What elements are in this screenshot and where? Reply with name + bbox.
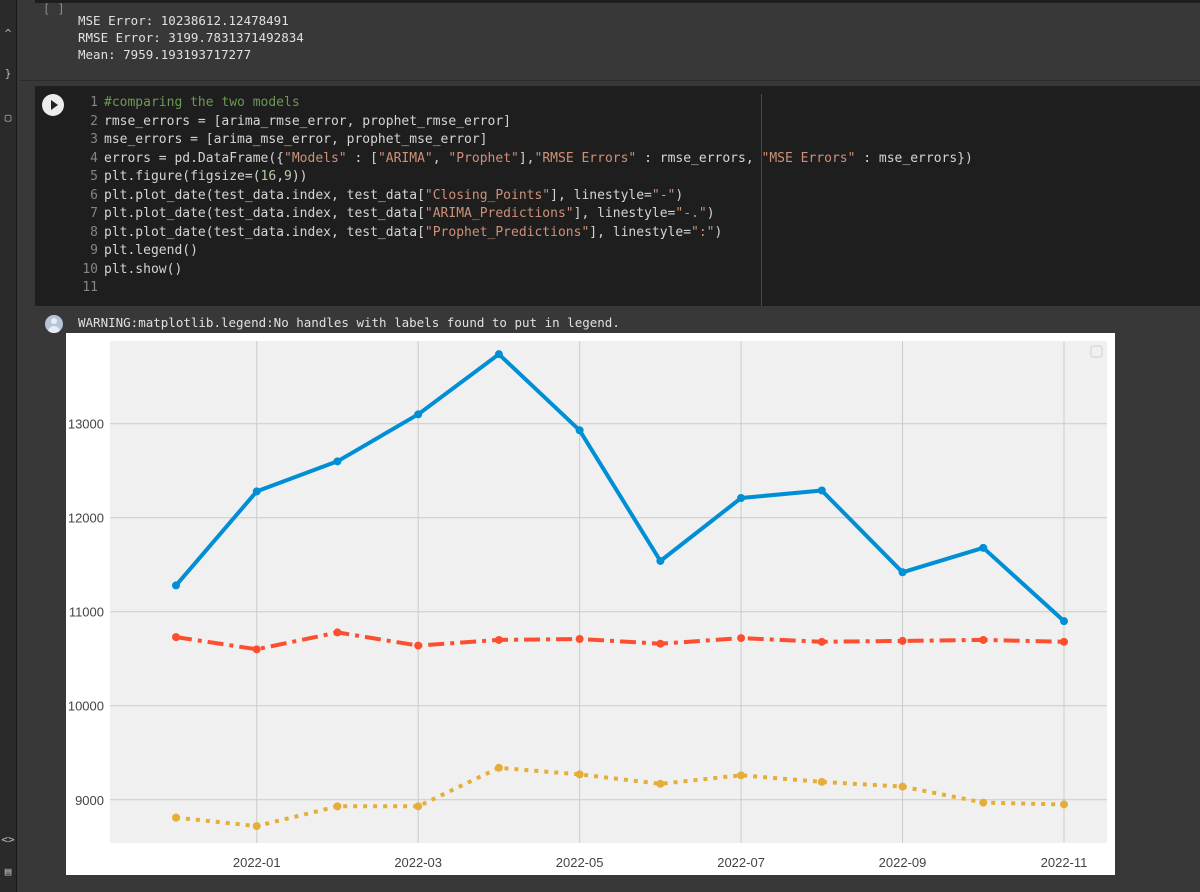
line-number: 9: [90, 243, 98, 258]
output-avatar-icon: [45, 315, 63, 333]
data-point: [737, 493, 746, 502]
code-line: plt.show(): [104, 261, 183, 277]
data-point: [414, 641, 423, 650]
y-tick-label: 9000: [75, 793, 104, 808]
terminal-icon[interactable]: <>: [1, 833, 15, 846]
data-point: [252, 645, 261, 654]
line-number: 6: [90, 187, 98, 203]
data-point: [979, 543, 988, 552]
previous-cell-output: MSE Error: 10238612.12478491 RMSE Error: …: [78, 12, 304, 63]
data-point: [979, 635, 988, 644]
editor-ruler: [761, 94, 762, 306]
data-point: [979, 798, 988, 807]
data-point: [817, 637, 826, 646]
cell-divider: [20, 80, 1200, 81]
cell-execution-count: [ ]: [43, 2, 65, 16]
line-number: 1: [90, 95, 98, 110]
data-point: [898, 782, 907, 791]
code-line: rmse_errors = [arima_rmse_error, prophet…: [104, 113, 511, 129]
code-line: mse_errors = [arima_mse_error, prophet_m…: [104, 132, 488, 147]
x-tick-label: 2022-07: [717, 855, 765, 870]
data-point: [414, 802, 423, 811]
data-point: [656, 779, 665, 788]
code-line: plt.legend(): [104, 243, 198, 258]
y-tick-label: 10000: [68, 699, 104, 714]
line-numbers: 1 2 3 4 5 6 7 8 9 10 11: [78, 94, 98, 298]
data-point: [575, 770, 584, 779]
series-line-arima-predictions: [175, 630, 1065, 652]
data-point: [252, 822, 261, 831]
line-number: 3: [90, 132, 98, 147]
data-point: [1060, 800, 1068, 809]
x-tick-label: 2022-03: [394, 855, 442, 870]
data-point: [898, 568, 907, 577]
line-chart: 2022-01 2022-03 2022-05 2022-07 2022-09 2022-…: [68, 341, 1107, 870]
code-line: plt.plot_date(test_data.index, test_data…: [104, 187, 684, 203]
data-point: [172, 633, 180, 642]
code-line: #comparing the two models: [104, 95, 300, 110]
line-number: 8: [90, 224, 98, 240]
output-line: MSE Error: 10238612.12478491: [78, 13, 289, 28]
data-point: [414, 410, 423, 419]
line-number: 7: [90, 206, 98, 221]
code-braces-icon[interactable]: }: [4, 67, 12, 80]
data-point: [656, 556, 665, 565]
data-point: [817, 486, 826, 495]
code-cell[interactable]: [35, 86, 1200, 306]
code-line: plt.plot_date(test_data.index, test_data…: [104, 224, 723, 240]
data-point: [1060, 617, 1068, 626]
warning-message: WARNING:matplotlib.legend:No handles wit…: [78, 315, 620, 330]
plot-area: [110, 341, 1107, 843]
line-number: 11: [82, 280, 98, 295]
data-point: [1060, 637, 1068, 646]
data-point: [494, 350, 503, 359]
play-icon: [50, 100, 58, 110]
output-line: Mean: 7959.193193717277: [78, 47, 252, 62]
data-point: [333, 802, 342, 811]
code-line: errors = pd.DataFrame({"Models" : ["ARIM…: [104, 150, 973, 166]
code-line: [104, 279, 973, 298]
data-point: [494, 635, 503, 644]
data-point: [333, 628, 342, 637]
data-point: [333, 457, 342, 466]
plot-output: 2022-01 2022-03 2022-05 2022-07 2022-09 2022-…: [66, 333, 1115, 875]
data-point: [172, 813, 180, 822]
data-point: [172, 581, 180, 590]
data-point: [575, 426, 584, 435]
output-line: RMSE Error: 3199.7831371492834: [78, 30, 304, 45]
left-sidebar: ^ } ▢ <> ▤: [0, 0, 17, 892]
code-line: plt.plot_date(test_data.index, test_data…: [104, 206, 715, 221]
x-tick-label: 2022-09: [879, 855, 927, 870]
data-point: [575, 635, 584, 644]
y-tick-label: 12000: [68, 511, 104, 526]
data-point: [252, 487, 261, 496]
files-icon[interactable]: ▢: [4, 111, 12, 124]
data-point: [656, 639, 665, 648]
data-point: [737, 634, 746, 643]
line-number: 4: [90, 150, 98, 166]
series-line-closing-points: [174, 352, 1066, 623]
code-line: plt.figure(figsize=(16,9)): [104, 169, 308, 184]
previous-cell-edge: [35, 0, 1200, 3]
data-point: [898, 636, 907, 645]
x-tick-label: 2022-01: [233, 855, 281, 870]
line-number: 5: [90, 169, 98, 184]
code-editor[interactable]: #comparing the two models rmse_errors = […: [104, 94, 973, 298]
x-tick-label: 2022-11: [1041, 855, 1088, 870]
collapse-icon[interactable]: ^: [4, 27, 12, 40]
run-cell-button[interactable]: [42, 94, 64, 116]
line-number: 2: [90, 113, 98, 129]
data-point: [494, 763, 503, 772]
y-tick-label: 13000: [68, 417, 104, 432]
data-point: [737, 771, 746, 780]
series-line-prophet-predictions: [175, 765, 1065, 829]
line-number: 10: [82, 261, 98, 277]
x-tick-label: 2022-05: [556, 855, 604, 870]
legend-box: [1090, 345, 1103, 358]
data-point: [817, 777, 826, 786]
y-tick-label: 11000: [69, 605, 104, 620]
list-icon[interactable]: ▤: [4, 865, 12, 878]
